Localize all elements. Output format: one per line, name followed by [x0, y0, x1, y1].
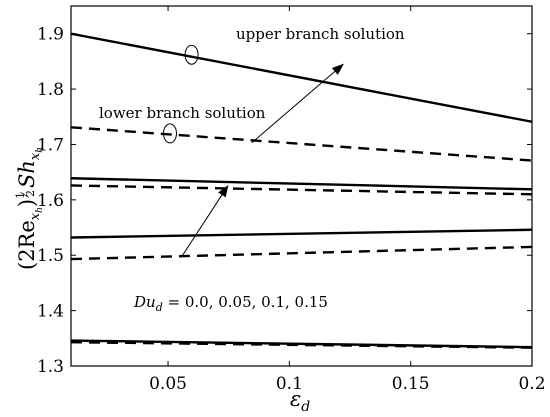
- x-axis-subscript: d: [301, 399, 310, 415]
- y-label-sub-x2: x: [28, 152, 43, 160]
- y-tick-label: 1.6: [37, 191, 64, 211]
- y-label-exp-frac-bar: ⁄: [19, 192, 32, 199]
- x-tick-label: 0.05: [149, 374, 187, 394]
- y-label-open: (2Re: [15, 220, 39, 270]
- y-label-sub-h2: h: [35, 147, 45, 153]
- upper-branch-line: [70, 32, 533, 123]
- y-tick-label: 1.9: [37, 25, 64, 45]
- series-layer: [70, 32, 533, 349]
- du-symbol: Du: [133, 293, 156, 311]
- annotation-layer: [162, 44, 344, 257]
- y-axis-label: (2Rexh)1⁄2Shxh: [14, 147, 45, 270]
- y-label-close: ): [15, 199, 39, 207]
- y-label-sh: Sh: [15, 160, 39, 188]
- lower-branch-line: [70, 340, 533, 349]
- x-tick-label: 0.2: [518, 374, 545, 394]
- y-tick-label: 1.8: [37, 80, 64, 100]
- y-tick-label: 1.5: [37, 246, 64, 266]
- y-label-exp-num: 1: [14, 192, 27, 199]
- lower-branch-label: lower branch solution: [99, 104, 266, 122]
- lower-branch-ellipse: [162, 123, 177, 144]
- x-tick-label: 0.1: [276, 374, 303, 394]
- x-axis-label: εd: [290, 387, 310, 415]
- y-tick-label: 1.7: [37, 135, 64, 155]
- lower-arrow-shaft: [181, 194, 223, 257]
- du-parameter-label: Dud = 0.0, 0.05, 0.1, 0.15: [133, 293, 328, 314]
- lower-branch-line: [70, 126, 533, 162]
- du-subscript: d: [156, 301, 163, 314]
- upper-arrow-head: [331, 63, 344, 75]
- y-tick-label: 1.3: [37, 357, 64, 377]
- upper-arrow-shaft: [251, 71, 336, 144]
- axes-box: [70, 5, 533, 367]
- upper-branch-line: [70, 177, 533, 191]
- ticks-layer: 0.05 0.1 0.15 0.2 1.3 1.4 1.5 1.6 1.7 1.8 1.9: [37, 6, 546, 394]
- y-label-sub-x: x: [28, 212, 43, 220]
- y-label-exp-den: 2: [24, 190, 37, 197]
- x-tick-label: 0.15: [392, 374, 430, 394]
- y-tick-label: 1.4: [37, 302, 64, 322]
- du-values: = 0.0, 0.05, 0.1, 0.15: [163, 293, 328, 311]
- upper-branch-label: upper branch solution: [236, 25, 405, 43]
- upper-branch-line: [70, 339, 533, 349]
- y-label-sub-h: h: [35, 207, 45, 213]
- lower-arrow-head: [218, 184, 229, 198]
- lower-branch-line: [70, 245, 533, 261]
- upper-branch-line: [70, 228, 533, 239]
- upper-branch-ellipse: [184, 44, 199, 65]
- x-axis-symbol: ε: [290, 387, 301, 411]
- lower-branch-line: [70, 184, 533, 196]
